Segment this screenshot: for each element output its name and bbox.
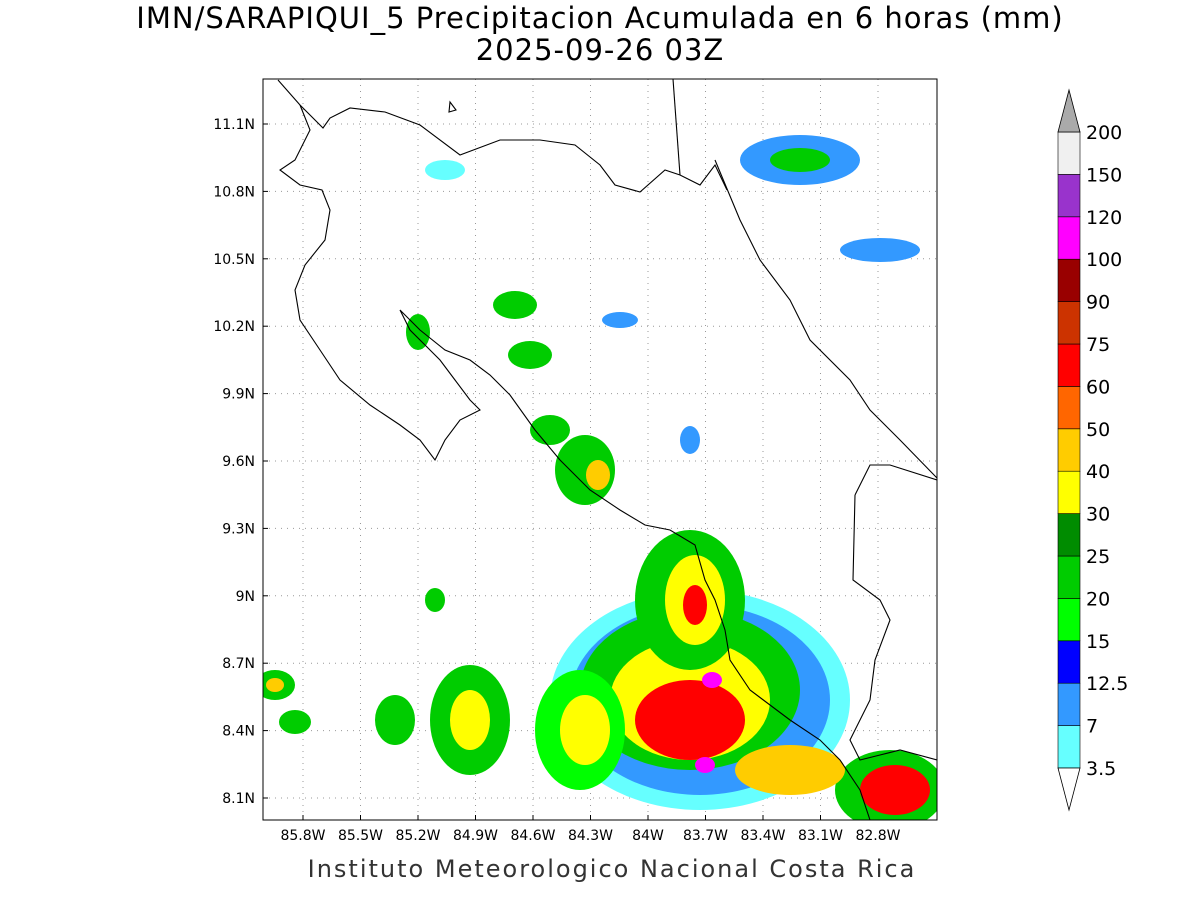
colorbar: 3.5 7 12.5 15 20 25 30 40 50 60 75 90 100 120 150 200 — [1057, 88, 1128, 812]
lon-label: 83.1W — [798, 828, 843, 844]
lat-label: 10.8N — [213, 184, 255, 200]
colorbar-label: 100 — [1086, 249, 1122, 271]
colorbar-bin — [1057, 598, 1081, 642]
lat-label: 9N — [236, 589, 255, 605]
colorbar-bin — [1057, 258, 1081, 302]
colorbar-label: 30 — [1086, 504, 1110, 526]
colorbar-bin — [1057, 470, 1081, 514]
colorbar-bin — [1057, 428, 1081, 472]
colorbar-bin — [1057, 682, 1081, 726]
colorbar-label: 40 — [1086, 461, 1110, 483]
footer: Instituto Meteorologico Nacional Costa R… — [308, 855, 917, 883]
lon-label: 83.7W — [683, 828, 728, 844]
coastlines — [277, 79, 937, 820]
lat-label: 8.4N — [222, 724, 255, 740]
map-frame — [262, 78, 938, 821]
lon-label: 84.9W — [453, 828, 498, 844]
lon-label: 82.8W — [855, 828, 900, 844]
lat-label: 8.7N — [222, 656, 255, 672]
colorbar-bin — [1057, 131, 1081, 175]
lat-label: 9.9N — [222, 387, 255, 403]
subtitle: 2025-09-26 03Z — [476, 33, 725, 67]
lat-label: 9.6N — [222, 454, 255, 470]
colorbar-label: 20 — [1086, 588, 1110, 610]
colorbar-label: 7 — [1086, 716, 1098, 738]
colorbar-label: 12.5 — [1086, 673, 1128, 695]
colorbar-label: 3.5 — [1086, 758, 1116, 780]
colorbar-label: 15 — [1086, 631, 1110, 653]
colorbar-label: 150 — [1086, 164, 1122, 186]
lon-label: 84W — [632, 828, 664, 844]
colorbar-bin — [1057, 386, 1081, 430]
colorbar-bin — [1057, 301, 1081, 345]
lat-label: 10.5N — [213, 252, 255, 268]
lat-label: 8.1N — [222, 791, 255, 807]
precip — [263, 135, 937, 820]
colorbar-bin — [1057, 725, 1081, 769]
lat-label: 9.3N — [222, 521, 255, 537]
colorbar-label: 50 — [1086, 419, 1110, 441]
colorbar-bin — [1057, 513, 1081, 557]
colorbar-label: 90 — [1086, 292, 1110, 314]
lat-label: 10.2N — [213, 319, 255, 335]
colorbar-label: 25 — [1086, 546, 1110, 568]
colorbar-bin — [1057, 343, 1081, 387]
title: IMN/SARAPIQUI_5 Precipitacion Acumulada … — [136, 1, 1063, 35]
colorbar-bin — [1057, 216, 1081, 260]
lon-label: 84.3W — [568, 828, 613, 844]
lon-label: 85.5W — [338, 828, 383, 844]
colorbar-under — [1057, 767, 1081, 812]
colorbar-over — [1057, 88, 1081, 133]
colorbar-label: 200 — [1086, 122, 1122, 144]
lon-label: 85.2W — [395, 828, 440, 844]
colorbar-label: 75 — [1086, 334, 1110, 356]
colorbar-bin — [1057, 640, 1081, 684]
lon-label: 83.4W — [740, 828, 785, 844]
colorbar-label: 60 — [1086, 376, 1110, 398]
lat-label: 11.1N — [213, 117, 255, 133]
colorbar-label: 120 — [1086, 207, 1122, 229]
lon-label: 85.8W — [280, 828, 325, 844]
colorbar-bin — [1057, 555, 1081, 599]
lon-label: 84.6W — [510, 828, 555, 844]
colorbar-bin — [1057, 174, 1081, 218]
rain-area — [263, 135, 937, 820]
